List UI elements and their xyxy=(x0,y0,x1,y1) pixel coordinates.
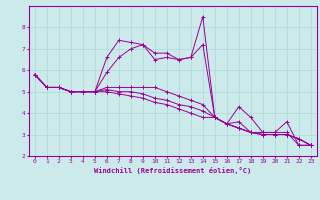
X-axis label: Windchill (Refroidissement éolien,°C): Windchill (Refroidissement éolien,°C) xyxy=(94,167,252,174)
